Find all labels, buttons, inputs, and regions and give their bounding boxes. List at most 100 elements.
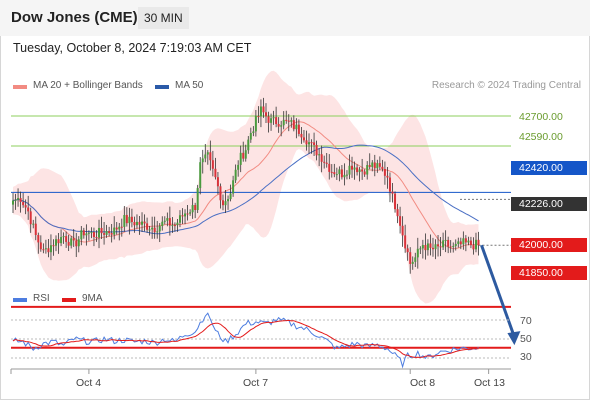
- legend-swatch-ma50: [155, 85, 169, 89]
- ma50-line: [12, 144, 479, 235]
- candle-body: [424, 245, 427, 251]
- legend-label-ma20: MA 20 + Bollinger Bands: [33, 80, 143, 91]
- forecast-arrow-shaft: [480, 244, 516, 338]
- candle-body: [464, 238, 467, 243]
- rsi-line: [12, 312, 479, 369]
- candle-body: [249, 133, 252, 140]
- candle-body: [325, 162, 328, 164]
- candle-body: [335, 174, 338, 176]
- candle-body: [181, 215, 184, 217]
- candle-body: [272, 117, 275, 119]
- candle-body: [22, 202, 25, 206]
- candle-body: [52, 245, 55, 247]
- candle-body: [434, 244, 437, 250]
- candle-body: [351, 165, 354, 170]
- candle-body: [388, 177, 391, 192]
- candle-body: [29, 211, 32, 225]
- interval-badge[interactable]: 30 MIN: [138, 7, 189, 29]
- candle-body: [77, 239, 80, 247]
- candle-body: [224, 201, 227, 206]
- candle-body: [414, 257, 417, 262]
- candle-body: [60, 237, 63, 244]
- level-label-42000: 42000.00: [511, 238, 587, 252]
- candle-body: [115, 227, 118, 230]
- legend-label-ma50: MA 50: [175, 80, 204, 91]
- candle-body: [221, 200, 224, 206]
- candle-body: [204, 154, 207, 159]
- candle-body: [87, 232, 90, 234]
- level-label-42700: 42700.00: [519, 111, 563, 123]
- candle-body: [265, 112, 267, 117]
- candle-body: [404, 235, 407, 249]
- candle-body: [55, 239, 58, 246]
- candle-body: [457, 241, 460, 244]
- candle-body: [168, 218, 171, 226]
- candle-body: [143, 221, 146, 224]
- candle-body: [156, 231, 159, 233]
- candle-body: [118, 226, 121, 230]
- candle-body: [469, 240, 472, 246]
- candle-body: [442, 240, 445, 248]
- candle-body: [247, 139, 250, 151]
- candle-body: [259, 106, 262, 117]
- candle-body: [366, 165, 369, 175]
- candle-body: [98, 227, 101, 238]
- candle-body: [348, 165, 351, 175]
- x-tick-oct4: Oct 4: [76, 377, 102, 389]
- candle-body: [358, 169, 361, 173]
- candle-body: [82, 230, 85, 236]
- candle-body: [57, 239, 60, 244]
- candle-body: [133, 221, 136, 226]
- candle-body: [39, 242, 42, 250]
- candle-body: [105, 231, 108, 235]
- candle-body: [72, 238, 75, 241]
- candle-body: [171, 225, 174, 227]
- candle-body: [454, 243, 457, 247]
- current-price-label: 42226.00: [511, 197, 587, 211]
- candle-body: [113, 227, 116, 235]
- candle-body: [120, 226, 123, 228]
- candle-body: [158, 226, 161, 232]
- candle-body: [161, 221, 164, 227]
- candle-body: [211, 160, 214, 169]
- candle-body: [308, 142, 311, 145]
- level-label-42590: 42590.00: [519, 131, 563, 143]
- candle-body: [214, 168, 217, 178]
- candle-body: [270, 118, 273, 123]
- candle-body: [449, 246, 452, 248]
- candle-body: [34, 223, 37, 236]
- candle-body: [184, 213, 187, 217]
- candle-body: [305, 140, 308, 145]
- candle-body: [146, 223, 149, 230]
- candle-body: [153, 227, 156, 233]
- rsi-tick-30: 30: [520, 351, 532, 363]
- candle-body: [353, 167, 356, 170]
- candle-body: [173, 225, 176, 227]
- candle-body: [199, 162, 202, 189]
- candle-body: [201, 158, 204, 163]
- x-tick-oct13: Oct 13: [474, 377, 505, 389]
- candle-body: [401, 225, 404, 236]
- candle-body: [472, 245, 475, 250]
- candle-body: [70, 238, 73, 246]
- candle-body: [462, 238, 465, 245]
- candle-body: [368, 165, 371, 167]
- level-label-42420: 42420.00: [511, 161, 587, 175]
- candle-body: [141, 221, 144, 225]
- legend-label-rsi: RSI: [33, 293, 50, 304]
- candle-body: [219, 186, 222, 201]
- candle-body: [477, 239, 480, 246]
- candle-body: [474, 239, 477, 250]
- candle-body: [130, 216, 133, 222]
- candle-body: [378, 163, 381, 167]
- candle-body: [376, 163, 379, 169]
- candle-body: [90, 232, 93, 234]
- candle-body: [459, 241, 462, 245]
- candle-body: [49, 245, 52, 253]
- candle-body: [80, 230, 83, 240]
- candle-body: [44, 248, 47, 250]
- candle-body: [343, 174, 346, 178]
- candle-body: [267, 116, 270, 123]
- candle-body: [467, 240, 470, 243]
- candle-body: [290, 120, 293, 122]
